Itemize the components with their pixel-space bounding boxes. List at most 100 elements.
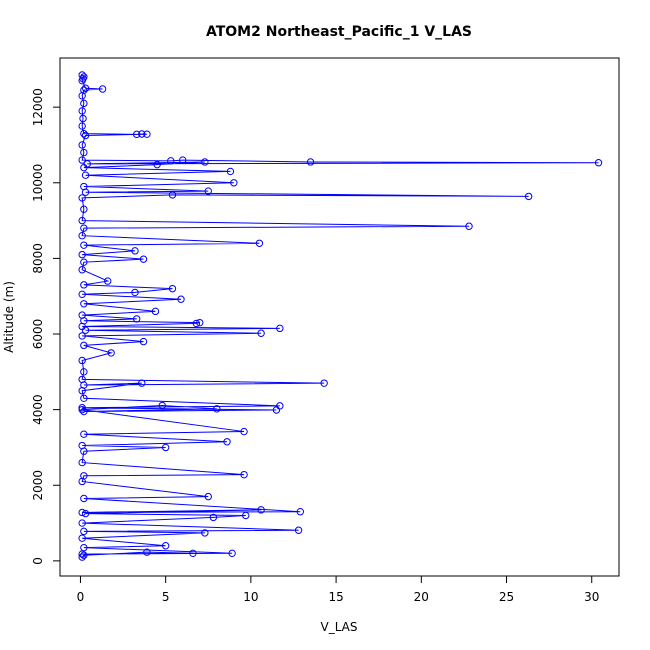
data-point bbox=[80, 258, 88, 266]
data-point bbox=[80, 163, 88, 172]
data-point bbox=[242, 511, 250, 520]
data-point bbox=[296, 508, 304, 516]
x-tick-label: 0 bbox=[77, 590, 85, 604]
data-point bbox=[201, 158, 209, 166]
data-point bbox=[240, 427, 248, 436]
data-point bbox=[168, 191, 177, 199]
data-point bbox=[78, 76, 86, 85]
data-point bbox=[139, 337, 148, 346]
y-tick-label: 12000 bbox=[31, 88, 45, 126]
data-point bbox=[78, 405, 86, 414]
data-point bbox=[204, 492, 212, 501]
data-point bbox=[78, 250, 86, 259]
data-point bbox=[320, 379, 328, 387]
y-axis: 0 2000 4000 6000 8000 10000 12000 bbox=[31, 88, 61, 565]
data-point bbox=[78, 232, 86, 240]
data-point bbox=[81, 171, 90, 179]
x-tick-label: 5 bbox=[162, 590, 170, 604]
data-point bbox=[276, 324, 284, 333]
data-point bbox=[80, 527, 88, 536]
data-point bbox=[80, 447, 88, 455]
data-point bbox=[78, 550, 86, 558]
data-point bbox=[255, 239, 264, 247]
data-point bbox=[107, 349, 115, 357]
data-point bbox=[132, 315, 141, 323]
x-tick-label: 30 bbox=[584, 590, 599, 604]
data-point bbox=[78, 534, 86, 542]
data-point bbox=[78, 356, 86, 365]
data-point bbox=[151, 307, 160, 316]
y-tick-label: 8000 bbox=[31, 243, 45, 274]
data-point bbox=[189, 549, 197, 558]
data-point bbox=[78, 107, 86, 115]
data-point bbox=[98, 85, 107, 93]
data-point bbox=[80, 341, 88, 350]
data-point bbox=[78, 387, 86, 395]
data-point bbox=[177, 295, 185, 303]
data-point bbox=[80, 494, 88, 503]
data-point bbox=[131, 247, 139, 255]
data-point bbox=[78, 141, 86, 149]
data-point bbox=[161, 443, 170, 452]
x-tick-label: 15 bbox=[328, 590, 343, 604]
y-tick-label: 2000 bbox=[31, 470, 45, 501]
data-point bbox=[80, 394, 88, 402]
data-point bbox=[81, 509, 90, 518]
data-point bbox=[306, 158, 315, 166]
data-point bbox=[80, 430, 88, 438]
data-point bbox=[78, 71, 86, 79]
data-point bbox=[143, 130, 151, 138]
data-point bbox=[78, 156, 86, 164]
data-point bbox=[80, 407, 88, 416]
data-point bbox=[81, 84, 90, 92]
y-tick-label: 6000 bbox=[31, 319, 45, 350]
data-point bbox=[230, 179, 238, 187]
data-point bbox=[168, 284, 177, 293]
data-point bbox=[161, 542, 170, 550]
data-point bbox=[80, 241, 88, 249]
data-point bbox=[201, 529, 209, 537]
data-point bbox=[257, 506, 265, 514]
data-point bbox=[78, 508, 86, 517]
data-point bbox=[138, 379, 146, 387]
y-tick-label: 0 bbox=[31, 557, 45, 565]
data-point bbox=[78, 92, 86, 100]
y-axis-label: Altitude (m) bbox=[2, 281, 16, 353]
data-point bbox=[204, 187, 212, 195]
data-point bbox=[223, 438, 231, 446]
data-point bbox=[80, 551, 88, 559]
data-point bbox=[78, 332, 86, 340]
data-point bbox=[272, 406, 281, 414]
data-point bbox=[143, 548, 151, 556]
data-point bbox=[138, 130, 146, 138]
y-tick-label: 4000 bbox=[31, 394, 45, 425]
x-tick-label: 20 bbox=[414, 590, 429, 604]
x-axis: 0 5 10 15 20 25 30 bbox=[77, 575, 599, 604]
data-point bbox=[158, 401, 166, 410]
data-point bbox=[594, 159, 603, 167]
data-point bbox=[78, 290, 86, 299]
data-point bbox=[81, 326, 90, 334]
data-point bbox=[228, 549, 236, 558]
chart-title: ATOM2 Northeast_Pacific_1 V_LAS bbox=[206, 24, 472, 40]
data-point bbox=[78, 122, 86, 130]
x-tick-label: 10 bbox=[243, 590, 258, 604]
data-point bbox=[294, 526, 303, 534]
data-point bbox=[139, 255, 148, 263]
data-point bbox=[196, 318, 204, 327]
data-point bbox=[465, 222, 473, 230]
data-point bbox=[81, 188, 90, 196]
data-point bbox=[79, 114, 87, 123]
data-point bbox=[524, 192, 533, 201]
data-point bbox=[78, 477, 86, 486]
y-tick-label: 10000 bbox=[31, 164, 45, 202]
data-point bbox=[80, 300, 88, 308]
data-point bbox=[192, 319, 201, 328]
data-point bbox=[209, 513, 218, 522]
data-point bbox=[78, 404, 86, 412]
plot-area bbox=[78, 71, 603, 561]
data-point bbox=[78, 216, 86, 225]
data-point bbox=[80, 148, 88, 157]
